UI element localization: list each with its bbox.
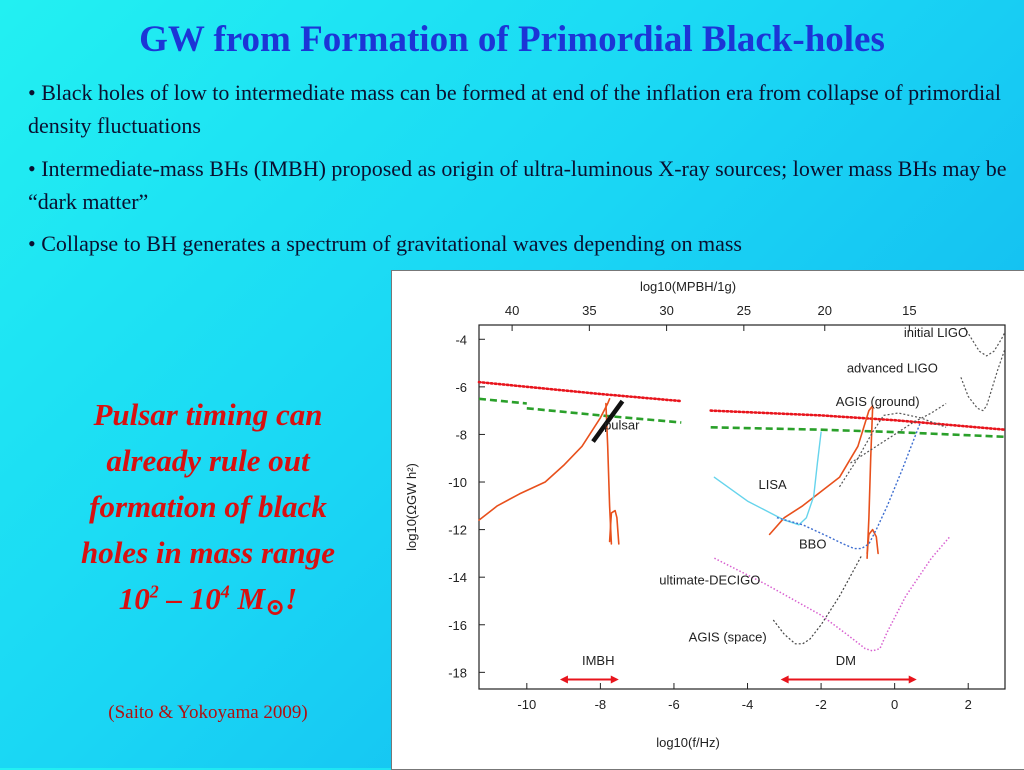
top-tick-label: 40	[505, 303, 519, 318]
curve-label: IMBH	[582, 653, 615, 668]
statement-line-1: Pulsar timing can	[93, 397, 323, 432]
arrow-head-left	[780, 675, 789, 684]
ligo-curve	[963, 327, 1006, 357]
top-tick-label: 15	[902, 303, 916, 318]
top-tick-label: 25	[737, 303, 751, 318]
curve-label: DM	[836, 653, 856, 668]
green-dashed-curve	[526, 407, 682, 424]
sun-symbol-icon: ⊙	[265, 595, 286, 621]
curve-label: LISA	[759, 477, 788, 492]
x-tick-label: -8	[595, 697, 607, 712]
ligo-curve	[838, 412, 947, 488]
pulsar-limit-bar	[591, 399, 625, 443]
x-tick-label: -6	[668, 697, 680, 712]
statement-line-3: formation of black	[89, 489, 327, 524]
curve-label: AGIS (space)	[689, 629, 767, 644]
bbo-curve	[776, 422, 922, 550]
plot-frame	[478, 324, 1006, 690]
x-axis-title: log10(f/Hz)	[656, 735, 720, 750]
y-tick-label: -18	[448, 665, 467, 680]
x-tick-label: 0	[891, 697, 898, 712]
red-dotted-curve	[709, 409, 1007, 431]
top-axis-title: log10(MPBH/1g)	[640, 279, 736, 294]
statement-mass-range: 102 – 104 M⊙!	[28, 576, 388, 631]
y-tick-label: -4	[455, 332, 467, 347]
y-tick-label: -10	[448, 475, 467, 490]
pulsar-timing-statement: Pulsar timing can already rule out forma…	[28, 392, 388, 631]
curve-label: AGIS (ground)	[836, 394, 920, 409]
curve-label: ultimate-DECIGO	[659, 572, 760, 587]
y-tick-label: -16	[448, 618, 467, 633]
bullet-gw-spectrum: • Collapse to BH generates a spectrum of…	[28, 231, 742, 256]
arrow-head-right	[610, 675, 619, 684]
gw-spectrum-chart: -10 -8 -6 -4 -2 0 2 -4 -6 -8 -10 -12 -14 -16 -18 40 35 30…	[404, 279, 1007, 750]
y-tick-label: -12	[448, 523, 467, 538]
mass-base-2: 10	[189, 581, 221, 616]
arrow-head-left	[559, 675, 568, 684]
green-dashed-curve	[710, 426, 1006, 439]
curve-label: advanced LIGO	[847, 361, 938, 376]
y-tick-label: -6	[455, 380, 467, 395]
mass-dash: –	[158, 581, 190, 616]
curve-layer	[477, 327, 1007, 652]
mass-exponent-2: 4	[220, 581, 230, 602]
green-dashed-curve	[478, 397, 527, 405]
y-tick-label: -8	[455, 427, 467, 442]
citation: (Saito & Yokoyama 2009)	[108, 702, 308, 723]
bullet-imbh: • Intermediate-mass BHs (IMBH) proposed …	[28, 156, 1007, 214]
ligo-curve	[960, 348, 1006, 412]
arrow-head-right	[908, 675, 917, 684]
tick-layer: -10 -8 -6 -4 -2 0 2 -4 -6 -8 -10 -12 -14 -16 -18 40 35 30…	[448, 303, 972, 712]
statement-exclamation: !	[285, 581, 298, 616]
pbh-curve	[866, 528, 879, 555]
red-dotted-curve	[477, 380, 683, 403]
top-tick-label: 30	[659, 303, 673, 318]
pbh-curve	[608, 509, 620, 545]
x-tick-label: 2	[965, 697, 972, 712]
slide-title: GW from Formation of Primordial Black-ho…	[139, 19, 885, 60]
x-tick-label: -10	[517, 697, 536, 712]
mass-exponent-1: 2	[149, 581, 159, 602]
annotation-layer: initial LIGO advanced LIGO AGIS (ground) pu…	[559, 325, 968, 684]
agis-space-curve	[772, 555, 863, 645]
y-axis-title: log10(ΩGW h²)	[404, 463, 419, 551]
curve-label: pulsar	[604, 418, 640, 433]
ligo-curve	[850, 402, 947, 464]
bullet-formation: • Black holes of low to intermediate mas…	[28, 80, 1001, 138]
pbh-curve	[478, 398, 611, 521]
top-tick-label: 20	[818, 303, 832, 318]
statement-line-4: holes in mass range	[80, 535, 336, 570]
x-tick-label: -4	[742, 697, 754, 712]
curve-label: initial LIGO	[904, 325, 968, 340]
top-tick-label: 35	[582, 303, 596, 318]
lisa-curve	[713, 431, 822, 526]
curve-label: BBO	[799, 537, 826, 552]
pbh-curve	[768, 405, 874, 536]
mass-base-1: 10	[118, 581, 150, 616]
y-tick-label: -14	[448, 570, 467, 585]
solar-mass-m: M	[229, 581, 266, 616]
statement-line-2: already rule out	[106, 443, 310, 478]
gw-spectrum-figure: -10 -8 -6 -4 -2 0 2 -4 -6 -8 -10 -12 -14 -16 -18 40 35 30…	[391, 270, 1024, 770]
x-tick-label: -2	[815, 697, 827, 712]
